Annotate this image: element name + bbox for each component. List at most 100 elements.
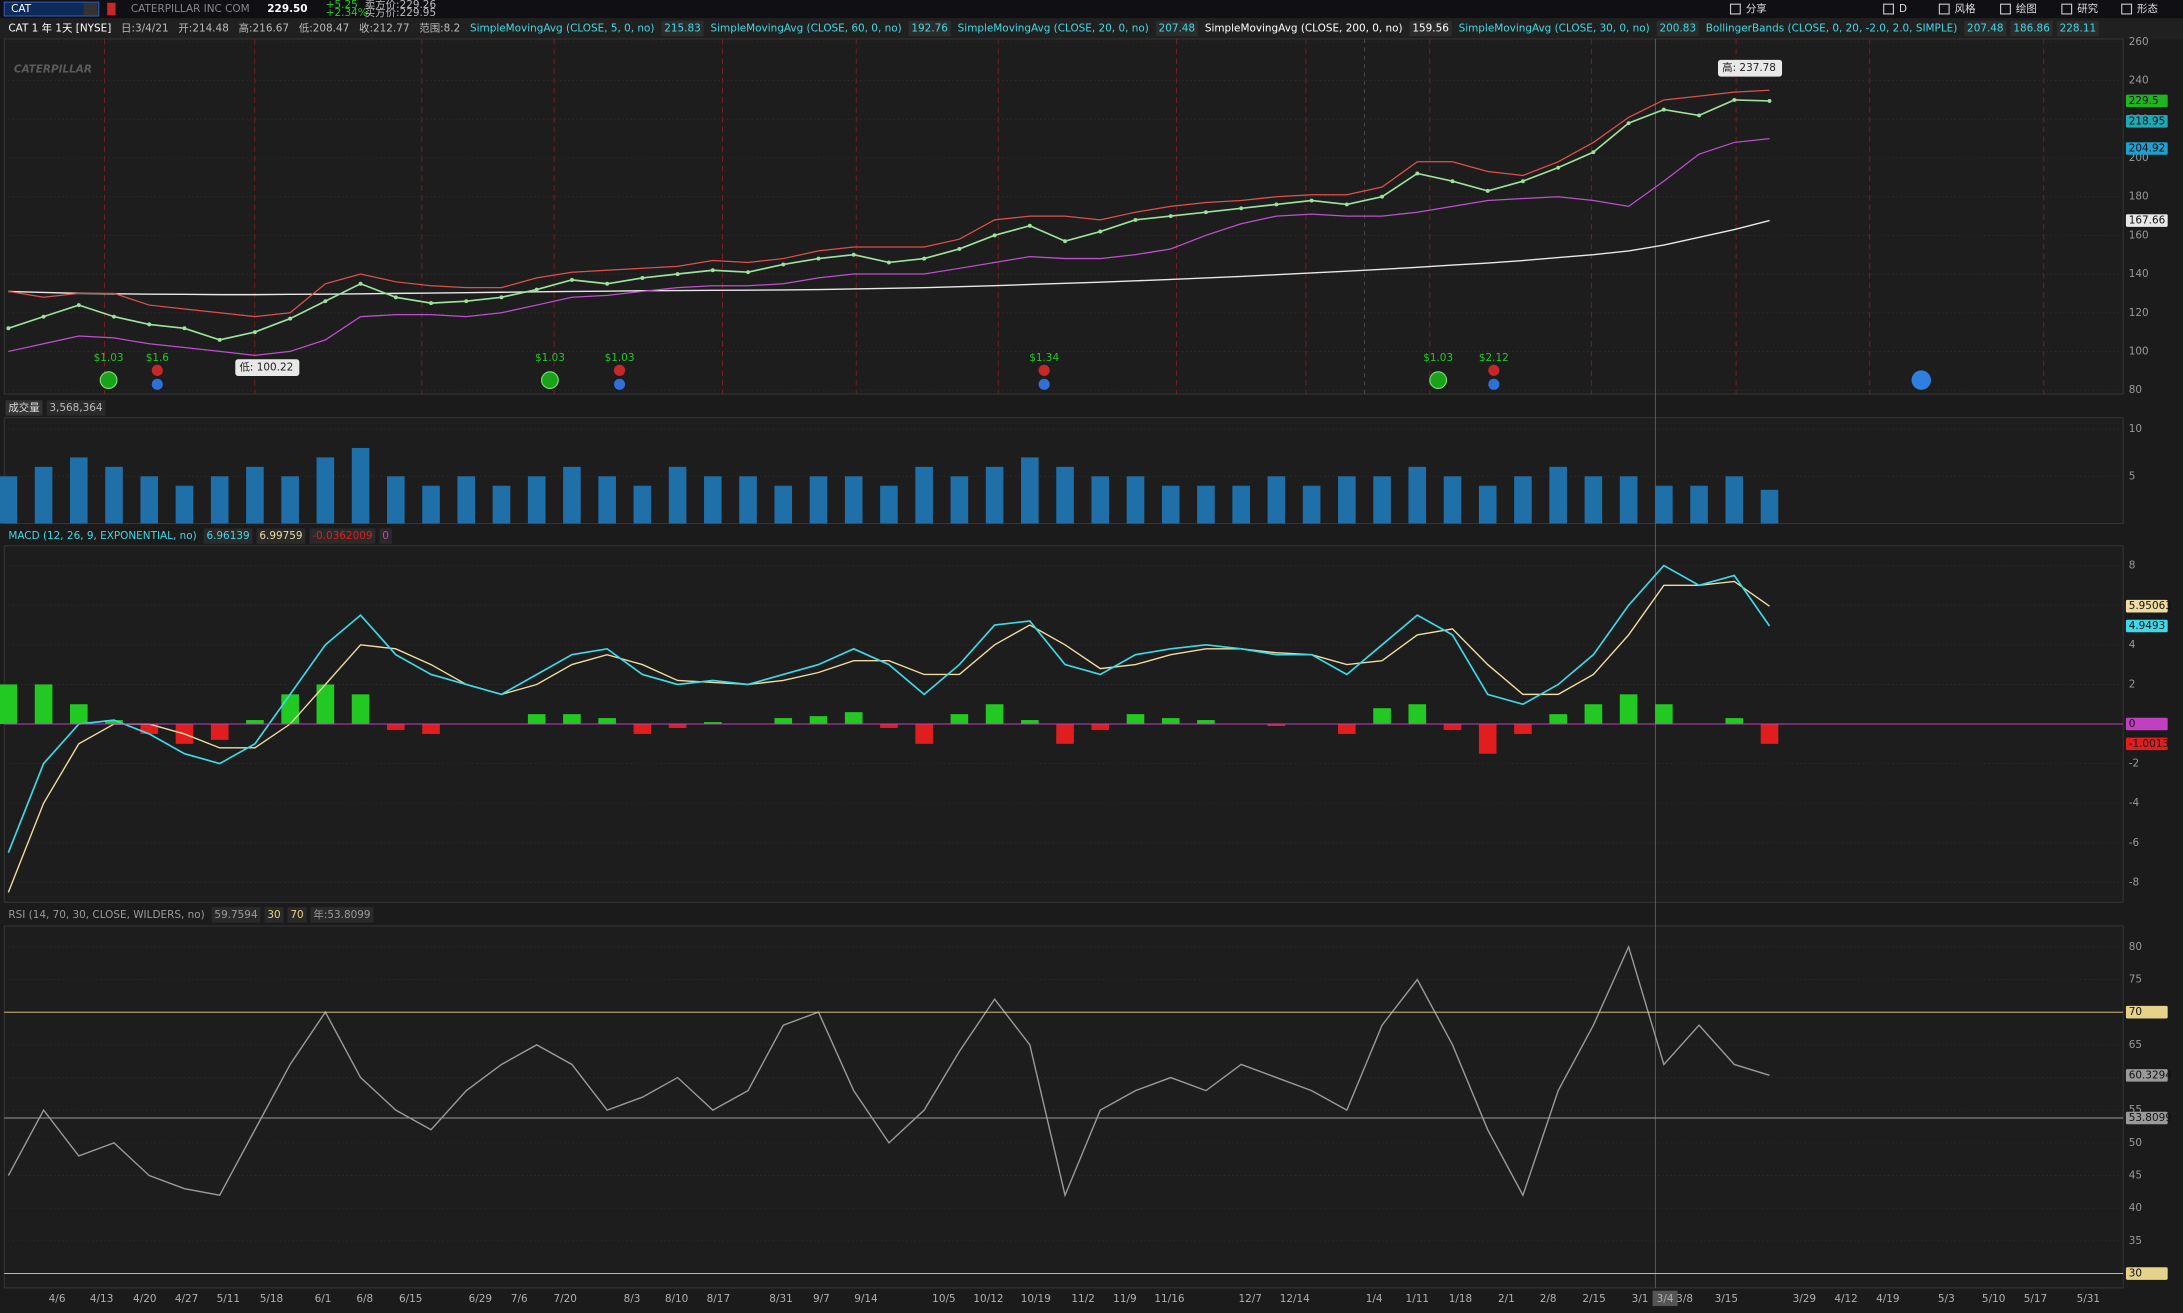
price-tag-label: 5.95063 — [2129, 600, 2172, 612]
earnings-icon[interactable] — [1038, 364, 1050, 376]
close-point — [252, 330, 257, 335]
earnings-icon[interactable] — [1038, 378, 1050, 390]
x-tick-label: 4/6 — [49, 1293, 66, 1305]
event-label: $2.12 — [1479, 352, 1509, 364]
earnings-icon[interactable] — [1488, 378, 1500, 390]
volume-bar — [668, 466, 687, 524]
earnings-icon[interactable] — [613, 364, 626, 376]
price-tag — [2125, 1267, 2168, 1280]
dividend-icon[interactable] — [1429, 371, 1448, 390]
close-point — [1027, 223, 1032, 228]
toolbar-icon[interactable] — [1883, 3, 1894, 15]
panel-title: MACD (12, 26, 9, EXPONENTIAL, no) — [8, 530, 196, 542]
macd-histogram-bar — [140, 724, 159, 734]
y-tick-label: 4 — [2129, 639, 2136, 651]
macd-histogram-bar — [1584, 704, 1603, 725]
header-bar — [0, 18, 2183, 39]
toolbar-button[interactable]: 研究 — [2077, 2, 2098, 15]
close-point — [1203, 210, 1208, 215]
y-tick-label: -6 — [2129, 837, 2139, 849]
dropdown[interactable] — [83, 2, 98, 16]
close-point — [1661, 107, 1666, 112]
dividend-icon[interactable] — [99, 371, 118, 390]
series-line — [7, 580, 1770, 893]
x-tick-label: 5/11 — [217, 1293, 240, 1305]
macd-histogram-bar — [1338, 724, 1356, 734]
x-tick-label: 12/14 — [1280, 1293, 1310, 1305]
toolbar-icon[interactable] — [2121, 3, 2133, 15]
volume-bar — [1408, 466, 1427, 524]
note-text: 高: 237.78 — [1722, 61, 1776, 74]
volume-bar — [1091, 476, 1110, 524]
close-point — [1098, 229, 1103, 234]
study-value: 192.76 — [911, 23, 948, 35]
toolbar-button[interactable]: 风格 — [1955, 2, 1976, 15]
close-point — [1415, 171, 1420, 176]
event-label: $1.34 — [1029, 352, 1059, 364]
readout-box — [5, 400, 43, 416]
volume-bar — [1514, 476, 1532, 524]
y-tick-label: 80 — [2129, 384, 2142, 396]
x-tick-label: 8/31 — [769, 1293, 792, 1305]
earnings-icon[interactable] — [151, 378, 163, 390]
earnings-icon[interactable] — [613, 378, 626, 390]
close-point — [464, 299, 469, 304]
price-tag — [2125, 142, 2168, 155]
y-tick-label: -8 — [2129, 876, 2139, 888]
earnings-icon[interactable] — [1488, 364, 1500, 376]
company-name: CATERPILLAR INC COM — [131, 3, 250, 15]
close-point — [992, 233, 997, 238]
close-point — [182, 326, 187, 331]
volume-bar — [1584, 476, 1603, 524]
symbol-input[interactable] — [3, 1, 100, 17]
close-point — [288, 316, 293, 321]
x-tick-label: 6/29 — [469, 1293, 492, 1305]
ohlc-field: 低:208.47 — [299, 22, 349, 35]
x-tick-label: 4/13 — [90, 1293, 113, 1305]
volume-bar — [1690, 485, 1708, 524]
close-point — [1168, 214, 1173, 218]
toolbar-icon[interactable] — [1729, 3, 1741, 15]
volume-bar — [985, 466, 1004, 524]
x-tick-label: 3/29 — [1793, 1293, 1816, 1305]
price-tag-label: 70 — [2129, 1006, 2142, 1018]
volume-bar — [527, 476, 546, 524]
event-label: $1.03 — [605, 352, 635, 364]
close-point — [1239, 206, 1244, 211]
close-point — [358, 281, 363, 286]
close-point — [1063, 239, 1067, 244]
price-tag-label: 218.95 — [2129, 115, 2166, 127]
help-icon[interactable] — [1911, 370, 1932, 390]
volume-bar — [950, 476, 969, 524]
price-tag-label: 167.66 — [2129, 215, 2166, 227]
study-label: SimpleMovingAvg (CLOSE, 200, 0, no) — [1205, 23, 1403, 35]
toolbar-icon[interactable] — [2061, 3, 2073, 15]
price-tag-label: 30 — [2129, 1268, 2142, 1280]
flag — [107, 2, 116, 16]
x-tick-label: 4/20 — [133, 1293, 156, 1305]
macd-histogram-bar — [774, 718, 793, 725]
x-tick-label: 3/8 — [1676, 1293, 1693, 1305]
toolbar-icon[interactable] — [2000, 3, 2011, 15]
volume-bar — [598, 476, 616, 524]
toolbar-button[interactable]: 绘图 — [2016, 2, 2037, 15]
toolbar-button[interactable]: 形态 — [2137, 2, 2158, 15]
price-tag — [2125, 737, 2168, 751]
toolbar-button[interactable]: 分享 — [1746, 2, 1767, 15]
volume-bar — [1373, 476, 1391, 524]
earnings-icon[interactable] — [151, 364, 163, 376]
macd-histogram-bar — [809, 716, 828, 725]
toolbar-icon[interactable] — [1938, 3, 1950, 15]
x-tick-label: 1/18 — [1449, 1293, 1472, 1305]
x-tick-label: 11/2 — [1071, 1293, 1094, 1305]
panel-title: 成交量 — [8, 401, 39, 414]
y-tick-label: -4 — [2129, 797, 2140, 809]
price-tag — [2125, 717, 2168, 731]
macd-histogram-bar — [1373, 708, 1391, 725]
dividend-icon[interactable] — [541, 371, 559, 390]
volume-bar — [844, 476, 863, 524]
toolbar-button[interactable]: D — [1899, 3, 1907, 15]
close-point — [675, 272, 680, 277]
study-label: SimpleMovingAvg (CLOSE, 60, 0, no) — [711, 23, 902, 35]
